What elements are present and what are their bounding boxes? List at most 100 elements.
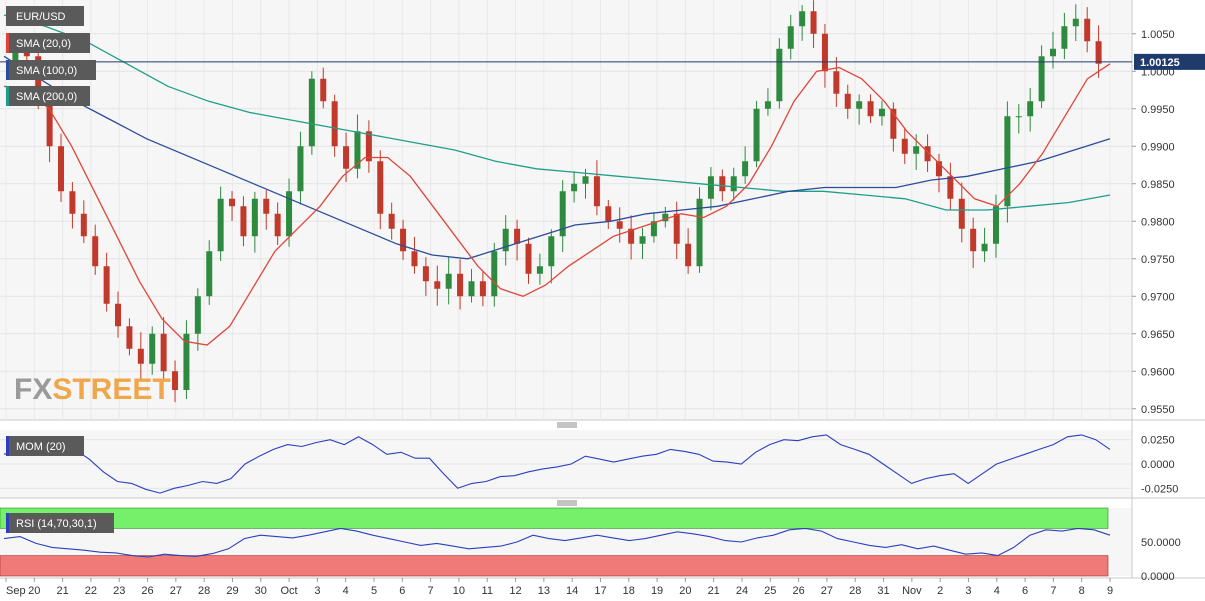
x-tick-label: 28 xyxy=(198,585,210,597)
candle-body xyxy=(457,273,464,297)
candle-body xyxy=(172,371,179,390)
tag-color-marker xyxy=(6,513,9,533)
x-tick-label: 14 xyxy=(566,585,578,597)
candle-body xyxy=(422,266,429,282)
x-tick-label: Sep xyxy=(6,585,26,597)
candle-body xyxy=(1072,18,1079,27)
candle-body xyxy=(571,183,578,192)
sma200-line xyxy=(3,14,1111,211)
candle-body xyxy=(206,251,213,297)
candle-body xyxy=(753,108,760,162)
y-tick-label: 1.0050 xyxy=(1141,29,1175,41)
y-tick-label: 0.9650 xyxy=(1141,329,1175,341)
candle-body xyxy=(468,281,475,297)
mom-tick-label: 0.0000 xyxy=(1141,459,1175,471)
candle-body xyxy=(992,206,999,244)
x-tick-label: 20 xyxy=(28,585,40,597)
x-tick-label: 26 xyxy=(792,585,804,597)
x-tick-label: 27 xyxy=(170,585,182,597)
y-tick-label: 0.9850 xyxy=(1141,179,1175,191)
indicator-tag: SMA (100,0) xyxy=(6,60,96,80)
tag-background xyxy=(6,86,90,106)
candle-body xyxy=(856,101,863,109)
candle-body xyxy=(343,146,350,169)
rsi-label: RSI (14,70,30,1) xyxy=(16,518,97,530)
tag-label: SMA (200,0) xyxy=(16,91,77,103)
candle-body xyxy=(593,176,600,207)
candle-body xyxy=(58,146,65,192)
x-tick-label: 17 xyxy=(594,585,606,597)
sma20-line xyxy=(3,63,1111,346)
y-tick-label: 0.9600 xyxy=(1141,366,1175,378)
candle-body xyxy=(92,236,99,267)
candle-body xyxy=(787,26,794,49)
candle-body xyxy=(924,146,931,162)
candle-body xyxy=(1049,48,1056,57)
candle-body xyxy=(263,198,270,214)
x-tick-label: 6 xyxy=(399,585,405,597)
candle-body xyxy=(1084,18,1091,42)
x-tick-label: 21 xyxy=(56,585,68,597)
candle-body xyxy=(628,228,635,244)
candle-body xyxy=(696,198,703,267)
x-tick-label: 10 xyxy=(453,585,465,597)
candle-body xyxy=(913,146,920,154)
indicator-tag: SMA (200,0) xyxy=(6,86,90,106)
candle-body xyxy=(103,266,110,304)
candle-body xyxy=(240,206,247,237)
x-tick-label: 23 xyxy=(113,585,125,597)
candle-body xyxy=(331,101,338,147)
candle-body xyxy=(46,97,53,147)
candle-body xyxy=(548,236,555,267)
tag-background xyxy=(6,436,84,456)
candle-body xyxy=(810,11,817,34)
candle-body xyxy=(662,213,669,222)
candle-body xyxy=(650,221,657,237)
x-tick-label: 6 xyxy=(1022,585,1028,597)
candle-body xyxy=(947,176,954,199)
current-price-tag xyxy=(1134,53,1205,70)
candle-body xyxy=(12,48,19,64)
candle-body xyxy=(69,191,76,214)
candle-body xyxy=(320,78,327,102)
rsi-tag: RSI (14,70,30,1) xyxy=(6,513,114,533)
candle-body xyxy=(229,198,236,207)
candle-body xyxy=(479,281,486,297)
current-price-label: 1.00125 xyxy=(1140,57,1180,69)
candle-body xyxy=(217,198,224,252)
symbol-tag: EUR/USD xyxy=(6,6,84,26)
candle-body xyxy=(878,108,885,117)
mom-tag: MOM (20) xyxy=(6,436,84,456)
mom-tick-label: -0.0250 xyxy=(1141,483,1178,495)
rsi-line xyxy=(3,527,1111,558)
rsi-oversold-zone xyxy=(0,555,1109,577)
candle-body xyxy=(616,221,623,229)
tag-color-marker xyxy=(6,6,9,26)
candle-body xyxy=(707,176,714,199)
x-tick-label: 3 xyxy=(314,585,320,597)
candle-body xyxy=(730,176,737,192)
x-tick-label: 13 xyxy=(538,585,550,597)
x-tick-label: 26 xyxy=(141,585,153,597)
candle-body xyxy=(867,101,874,117)
tag-label: EUR/USD xyxy=(16,11,66,23)
x-tick-label: 9 xyxy=(1107,585,1113,597)
x-tick-label: 20 xyxy=(679,585,691,597)
tag-color-marker xyxy=(6,60,9,80)
x-tick-label: 31 xyxy=(877,585,889,597)
candle-body xyxy=(844,93,851,109)
x-tick-label: 18 xyxy=(623,585,635,597)
x-tick-label: 7 xyxy=(428,585,434,597)
candle-body xyxy=(308,78,315,147)
x-tick-label: 30 xyxy=(255,585,267,597)
tag-label: SMA (100,0) xyxy=(16,65,77,77)
x-tick-label: 24 xyxy=(736,585,748,597)
candle-body xyxy=(137,348,144,364)
candle-body xyxy=(981,243,988,252)
tag-background xyxy=(6,6,84,26)
x-tick-label: 2 xyxy=(937,585,943,597)
mom-tick-label: 0.0250 xyxy=(1141,435,1175,447)
candle-body xyxy=(1015,116,1022,118)
candle-body xyxy=(559,191,566,237)
candle-body xyxy=(525,243,532,274)
